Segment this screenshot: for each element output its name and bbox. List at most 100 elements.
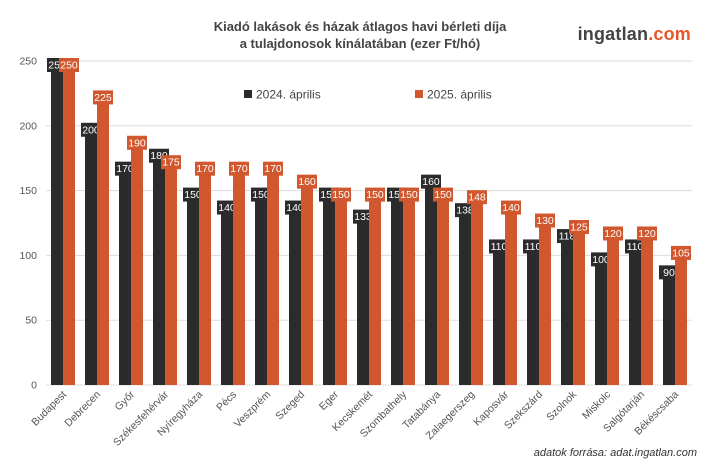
data-label-box	[535, 213, 555, 228]
bar	[641, 229, 653, 385]
data-label: 130	[536, 215, 554, 227]
data-label: 140	[218, 202, 236, 214]
data-label-box	[637, 226, 657, 241]
y-axis: 0 50 100 150 200 250	[19, 56, 37, 392]
brand-name: ingatlan	[577, 24, 649, 44]
bar	[437, 190, 449, 385]
data-label-box	[127, 135, 147, 150]
bar	[301, 177, 313, 385]
bar	[255, 190, 267, 385]
data-label-box	[501, 200, 521, 215]
data-label: 125	[570, 222, 588, 234]
x-tick-label: Szeged	[273, 389, 307, 423]
bar	[221, 203, 233, 385]
x-tick-label: Eger	[317, 388, 342, 413]
data-label-box	[285, 200, 305, 215]
data-label: 250	[60, 60, 78, 72]
data-label: 138	[456, 205, 474, 217]
data-label-box	[591, 252, 611, 267]
bar	[323, 190, 335, 385]
data-label: 105	[672, 247, 690, 259]
data-label: 170	[264, 163, 282, 175]
data-label-box	[467, 190, 487, 205]
data-label: 150	[332, 189, 350, 201]
bar	[233, 164, 245, 385]
x-tick-label: Veszprém	[232, 388, 274, 430]
y-tick-label: 200	[19, 120, 37, 132]
bar	[595, 255, 607, 385]
y-tick-label: 50	[25, 315, 37, 327]
data-label-box	[603, 226, 623, 241]
data-label-box	[297, 174, 317, 189]
data-label-box	[81, 122, 101, 137]
y-tick-label: 0	[31, 380, 37, 392]
bar	[85, 125, 97, 386]
bar	[471, 193, 483, 385]
y-tick-label: 100	[19, 250, 37, 262]
data-label-box	[353, 209, 373, 224]
data-label: 150	[252, 189, 270, 201]
x-tick-label: Győr	[113, 388, 138, 413]
data-label-box	[331, 187, 351, 202]
data-label: 140	[502, 202, 520, 214]
legend-label-2024: 2024. április	[256, 88, 321, 102]
x-tick-label: Debrecen	[62, 389, 103, 430]
data-label-box	[659, 265, 679, 280]
data-label-box	[183, 187, 203, 202]
chart-title-line-2: a tulajdonosok kínálatában (ezer Ft/hó)	[239, 36, 481, 51]
data-label: 170	[116, 163, 134, 175]
data-label-box	[365, 187, 385, 202]
data-label: 150	[366, 189, 384, 201]
data-label: 150	[434, 189, 452, 201]
data-label-box	[93, 90, 113, 105]
data-label-box	[569, 220, 589, 234]
data-label: 170	[230, 163, 248, 175]
data-label-box	[455, 203, 475, 218]
data-label-box	[671, 245, 691, 260]
bar	[289, 203, 301, 385]
data-label: 120	[604, 228, 622, 240]
bar	[573, 223, 585, 385]
bars: 2502502002251701901801751501701401701501…	[47, 58, 691, 386]
data-label: 110	[491, 241, 508, 253]
bar	[493, 242, 505, 385]
brand-logo: ingatlan.com	[578, 24, 691, 45]
data-label-box	[489, 239, 509, 254]
bar	[561, 232, 573, 385]
data-label: 120	[638, 228, 656, 240]
data-label-box	[195, 161, 215, 176]
data-label-box	[421, 174, 441, 189]
bar	[505, 203, 517, 385]
bar	[199, 164, 211, 385]
bar	[403, 190, 415, 385]
bar	[165, 158, 177, 385]
legend-label-2025: 2025. április	[427, 88, 492, 102]
bar	[675, 248, 687, 385]
bar	[663, 268, 675, 385]
bar	[425, 177, 437, 385]
data-label: 110	[525, 241, 542, 253]
bar	[607, 229, 619, 385]
bar	[97, 93, 109, 386]
data-label: 160	[422, 176, 440, 188]
x-tick-label: Pécs	[214, 389, 239, 414]
data-label-box	[523, 239, 543, 254]
data-label-box	[251, 187, 271, 202]
brand-domain: .com	[648, 24, 691, 44]
bar	[51, 61, 63, 385]
bar	[459, 206, 471, 385]
data-label: 90	[663, 267, 675, 279]
data-label: 140	[286, 202, 304, 214]
y-tick-label: 250	[19, 56, 37, 68]
data-label: 100	[592, 254, 610, 266]
data-label-box	[115, 161, 135, 176]
y-tick-label: 150	[19, 185, 37, 197]
bar	[187, 190, 199, 385]
data-label-box	[59, 58, 79, 72]
data-label: 225	[94, 92, 112, 104]
bar	[527, 242, 539, 385]
bar	[153, 151, 165, 385]
